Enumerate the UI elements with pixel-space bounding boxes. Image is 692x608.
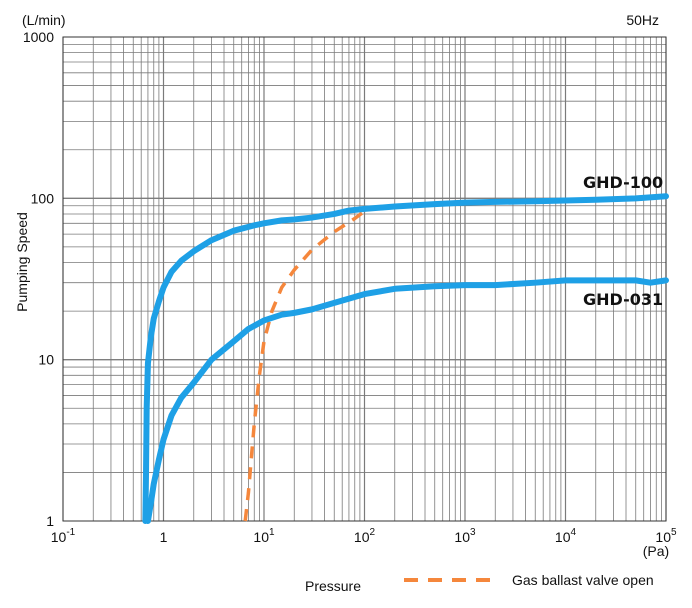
x-unit-label: (Pa) [643, 543, 669, 559]
y-tick-label: 100 [31, 190, 55, 206]
series-line-ghd-031 [144, 277, 669, 524]
x-tick-label: 103 [454, 527, 476, 545]
y-axis-label: Pumping Speed [14, 212, 30, 312]
frequency-label: 50Hz [626, 12, 659, 28]
x-tick-label: 10-1 [51, 527, 76, 545]
y-tick-label: 1 [46, 513, 54, 529]
series-line-ghd-100 [142, 193, 669, 524]
series-line-gas-ballast-valve-open [243, 206, 370, 522]
series-layer [142, 193, 669, 524]
x-tick-exponent: 5 [671, 527, 677, 538]
series-label-ghd-100: GHD-100 [583, 173, 663, 192]
x-tick-label: 101 [253, 527, 275, 545]
x-tick-exponent: 4 [571, 527, 577, 538]
x-tick-exponent: 2 [370, 527, 376, 538]
x-tick-exponent: 1 [269, 527, 275, 538]
series-label-ghd-031: GHD-031 [583, 290, 663, 309]
legend-label: Gas ballast valve open [512, 572, 654, 588]
x-tick-exponent: 3 [470, 527, 476, 538]
y-unit-label: (L/min) [22, 12, 66, 28]
y-tick-label: 10 [38, 352, 54, 368]
x-tick-exponent: -1 [66, 527, 75, 538]
x-tick-label: 102 [354, 527, 376, 545]
x-tick-label: 1 [160, 529, 168, 545]
x-axis-label: Pressure [305, 578, 361, 594]
x-tick-label: 104 [555, 527, 577, 545]
y-tick-label: 1000 [23, 29, 54, 45]
